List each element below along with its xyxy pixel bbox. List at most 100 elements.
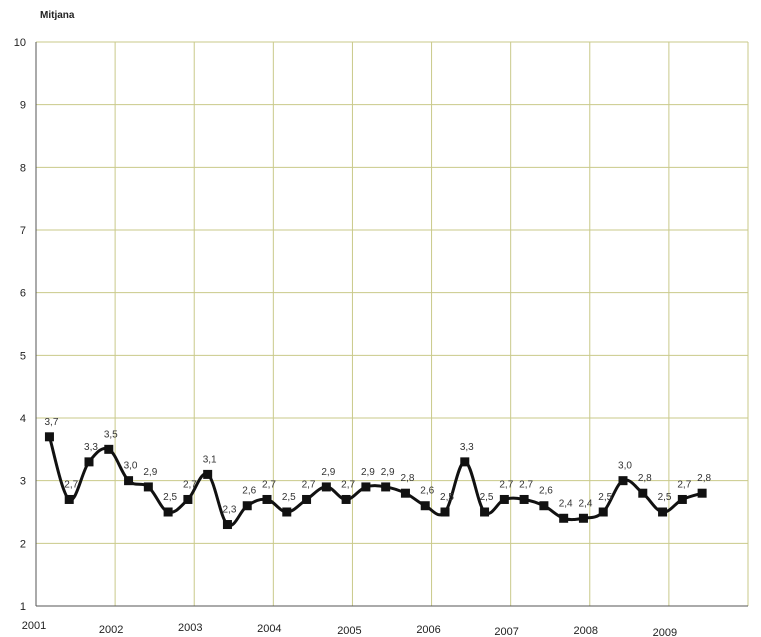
data-label: 2,8 [400,473,414,484]
data-point-marker [183,494,193,504]
data-point-marker [638,488,648,498]
data-label: 3,7 [44,417,58,428]
data-point-marker [262,494,272,504]
data-point-marker [282,507,292,517]
data-point-marker [618,476,628,486]
data-label: 2,5 [480,492,494,503]
data-label: 2,9 [381,467,395,478]
data-label: 2,7 [183,479,197,490]
data-point-marker [124,476,134,486]
data-point-marker [302,494,312,504]
data-point-marker [440,507,450,517]
data-label: 3,5 [104,429,118,440]
y-tick-label: 4 [20,413,26,425]
x-tick-label: 2004 [257,623,281,635]
data-point-marker [539,501,549,511]
y-tick-labels: 1 2 3 4 5 6 7 8 9 10 [14,37,26,613]
data-point-marker [658,507,668,517]
data-point-marker [361,482,371,492]
data-label: 2,4 [559,498,573,509]
data-label: 2,7 [302,479,316,490]
data-labels: 3,7 2,7 3,3 3,5 3,0 2,9 2,5 2,7 3,1 2,3 2,6 2,7 2,5 2… [44,417,711,516]
data-point-marker [321,482,331,492]
y-tick-label: 1 [20,601,26,613]
data-label: 2,9 [361,467,375,478]
data-label: 2,7 [499,479,513,490]
data-label: 2,7 [677,479,691,490]
data-label: 2,7 [341,479,355,490]
x-tick-label: 2008 [574,625,598,637]
y-tick-label: 8 [20,162,26,174]
series-line-group [48,436,703,528]
data-label: 3,3 [84,442,98,453]
data-label: 2,3 [222,505,236,516]
data-point-marker [697,488,707,498]
data-point-marker [677,494,687,504]
y-tick-label: 6 [20,288,26,300]
y-tick-label: 3 [20,476,26,488]
plot-background [36,42,748,606]
data-point-marker [44,432,54,442]
vertical-gridlines [114,42,749,606]
data-label: 2,5 [658,492,672,503]
y-tick-label: 7 [20,225,26,237]
data-point-marker [499,494,509,504]
data-point-marker [381,482,391,492]
data-point-marker [559,513,569,523]
data-label: 3,0 [124,461,138,472]
data-point-marker [203,469,213,479]
data-point-marker [480,507,490,517]
data-label: 2,6 [242,486,256,497]
data-point-marker [578,513,588,523]
data-label: 2,4 [578,498,592,509]
data-label: 3,0 [618,461,632,472]
data-point-marker [598,507,608,517]
y-tick-label: 2 [20,538,26,550]
x-tick-label: 2002 [99,624,123,636]
data-label: 2,9 [143,467,157,478]
data-label: 3,3 [460,442,474,453]
data-point-marker [84,457,94,467]
x-tick-label: 2006 [416,624,440,636]
data-label: 3,1 [203,454,217,465]
x-tick-label: 2009 [653,627,677,637]
data-point-marker [242,501,252,511]
data-point-marker [143,482,153,492]
y-tick-label: 9 [20,100,26,112]
x-tick-label: 2007 [494,626,518,637]
x-tick-label: 2001 [22,620,46,632]
data-label: 2,7 [64,479,78,490]
data-markers [44,432,707,530]
data-label: 2,5 [282,492,296,503]
horizontal-gridlines [36,41,748,544]
data-point-marker [519,494,529,504]
data-point-marker [341,494,351,504]
data-label: 2,8 [638,473,652,484]
data-label: 2,9 [321,467,335,478]
x-tick-labels: 2001 2002 2003 2004 2005 2006 2007 2008 2009 [22,620,677,637]
data-point-marker [163,507,173,517]
y-tick-label: 10 [14,37,26,49]
y-tick-label: 5 [20,350,26,362]
data-label: 2,6 [420,486,434,497]
data-label: 2,7 [519,479,533,490]
data-label: 2,8 [697,473,711,484]
data-point-marker [460,457,470,467]
data-point-marker [64,494,74,504]
data-point-marker [104,444,114,454]
data-point-marker [400,488,410,498]
data-point-marker [222,520,232,530]
y-axis-label: Mitjana [40,10,75,21]
series-line [48,436,703,528]
data-label: 2,5 [163,492,177,503]
plot-area [36,42,748,606]
data-point-marker [420,501,430,511]
data-label: 2,6 [539,486,553,497]
x-tick-label: 2003 [178,622,202,634]
x-tick-label: 2005 [337,625,361,637]
axes [35,42,748,607]
data-label: 2,5 [440,492,454,503]
data-label: 2,5 [598,492,612,503]
data-label: 2,7 [262,479,276,490]
